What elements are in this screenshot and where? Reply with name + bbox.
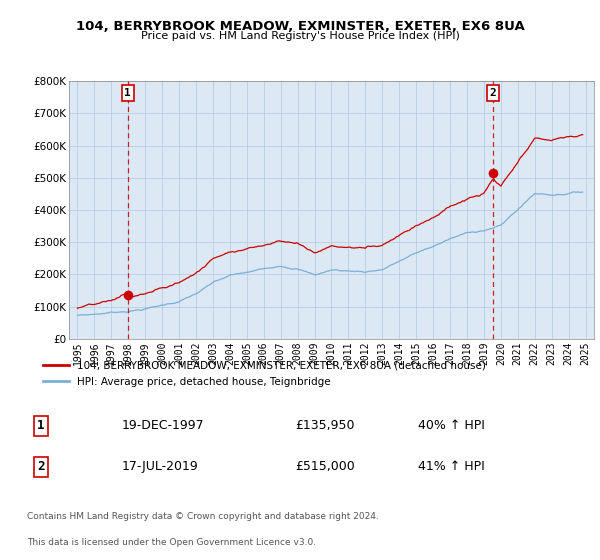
Text: This data is licensed under the Open Government Licence v3.0.: This data is licensed under the Open Gov… xyxy=(27,538,316,547)
Text: 2: 2 xyxy=(37,460,45,473)
Text: £135,950: £135,950 xyxy=(295,419,355,432)
Text: 41% ↑ HPI: 41% ↑ HPI xyxy=(418,460,484,473)
Text: 17-JUL-2019: 17-JUL-2019 xyxy=(122,460,199,473)
Text: 1: 1 xyxy=(124,88,131,98)
Legend: 104, BERRYBROOK MEADOW, EXMINSTER, EXETER, EX6 8UA (detached house), HPI: Averag: 104, BERRYBROOK MEADOW, EXMINSTER, EXETE… xyxy=(38,355,491,393)
Text: 2: 2 xyxy=(490,88,496,98)
Text: 40% ↑ HPI: 40% ↑ HPI xyxy=(418,419,484,432)
Text: Price paid vs. HM Land Registry's House Price Index (HPI): Price paid vs. HM Land Registry's House … xyxy=(140,31,460,41)
Text: Contains HM Land Registry data © Crown copyright and database right 2024.: Contains HM Land Registry data © Crown c… xyxy=(27,512,379,521)
Text: 19-DEC-1997: 19-DEC-1997 xyxy=(122,419,205,432)
Text: 1: 1 xyxy=(37,419,45,432)
Text: 104, BERRYBROOK MEADOW, EXMINSTER, EXETER, EX6 8UA: 104, BERRYBROOK MEADOW, EXMINSTER, EXETE… xyxy=(76,20,524,32)
Text: £515,000: £515,000 xyxy=(295,460,355,473)
